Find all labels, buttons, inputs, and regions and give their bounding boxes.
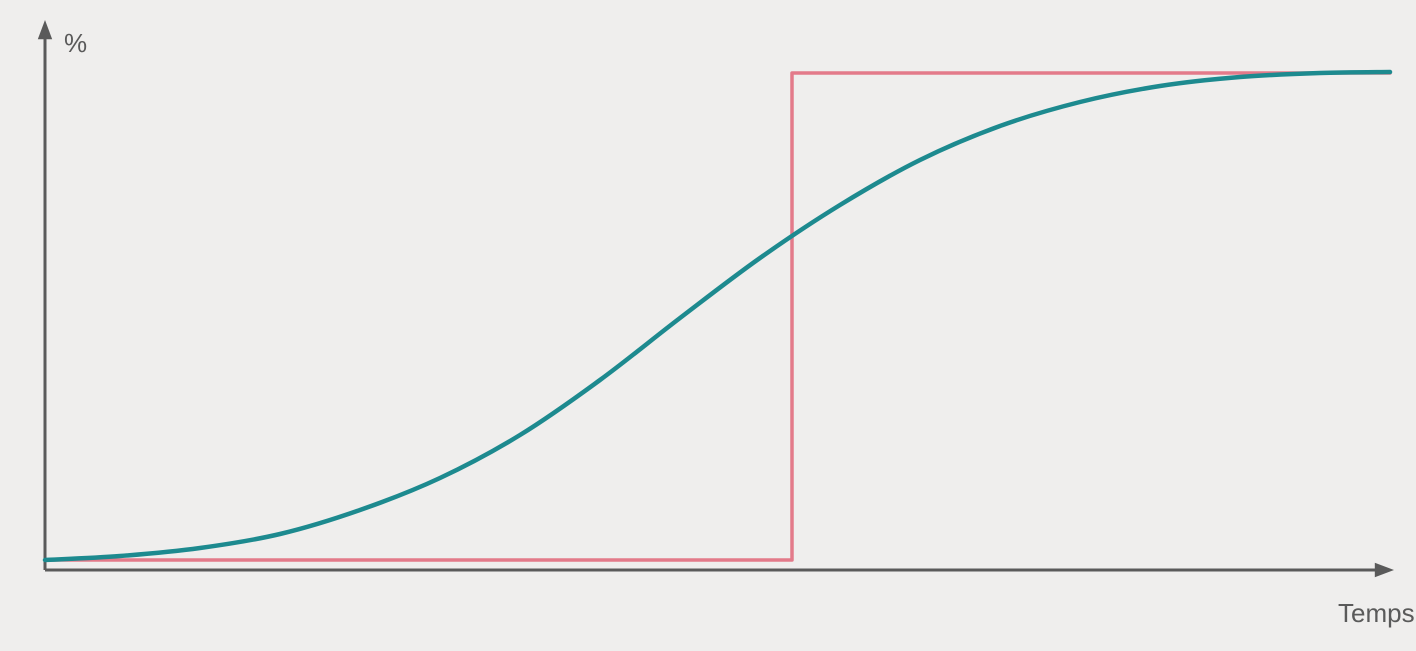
curve-step (45, 73, 1390, 560)
curve-sigmoid (45, 72, 1390, 560)
x-axis-label: Temps (1338, 598, 1415, 629)
chart-svg (0, 0, 1416, 646)
x-axis-arrow-icon (1375, 563, 1394, 577)
y-axis-label: % (64, 28, 87, 59)
y-axis-arrow-icon (38, 20, 52, 39)
chart-container: % Temps (0, 0, 1416, 646)
